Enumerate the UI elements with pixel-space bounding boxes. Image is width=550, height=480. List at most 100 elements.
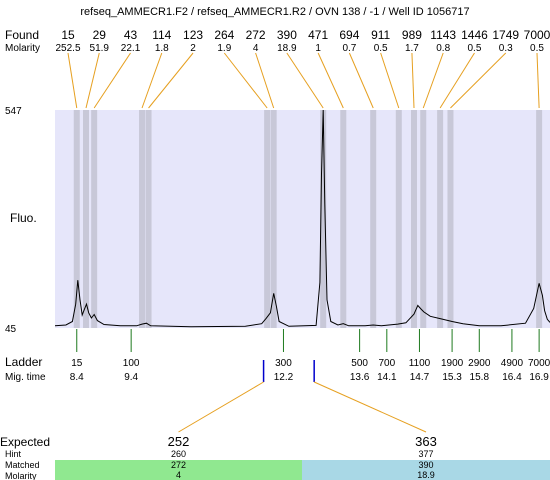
expected-peak-connector (178, 381, 264, 433)
ladder-mig-time-label: 12.2 (274, 372, 294, 383)
ladder-size-label: 100 (123, 358, 140, 369)
molarity-row-label: Molarity (5, 43, 40, 54)
molarity-bottom-row-label: Molarity (5, 471, 37, 480)
found-peak-size-label: 272 (246, 28, 266, 42)
peak-band (370, 110, 377, 328)
expected-peak-connector (313, 381, 427, 433)
found-peak-molarity-label: 252.5 (55, 43, 80, 54)
found-peak-molarity-label: 4 (253, 43, 259, 54)
found-row-label: Found (5, 28, 39, 42)
ladder-mig-time-label: 16.4 (502, 372, 522, 383)
peak-band (340, 110, 347, 328)
found-peak-molarity-label: 0.5 (468, 43, 482, 54)
peak-band (447, 110, 454, 328)
found-peak-size-label: 989 (402, 28, 422, 42)
expected-row-label: Expected (0, 435, 50, 449)
found-peak-connector (93, 52, 131, 109)
expected-size-label: 252 (168, 434, 190, 449)
peak-band (264, 110, 271, 328)
y-axis-min-label: 45 (5, 324, 17, 335)
ladder-size-label: 700 (378, 358, 395, 369)
chart-title: refseq_AMMECR1.F2 / refseq_AMMECR1.R2 / … (80, 6, 469, 18)
matched-block (55, 460, 302, 480)
ladder-mig-time-label: 8.4 (70, 372, 84, 383)
found-peak-connector (286, 52, 324, 109)
found-peak-connector (67, 52, 78, 109)
expected-size-label: 363 (415, 434, 437, 449)
ladder-size-label: 1900 (441, 358, 464, 369)
found-peak-size-label: 15 (61, 28, 75, 42)
matched-molarity-label: 18.9 (417, 470, 435, 480)
found-peak-size-label: 43 (124, 28, 138, 42)
ladder-mig-time-label: 13.6 (350, 372, 370, 383)
matched-size-label: 390 (418, 460, 433, 470)
hint-size-label: 260 (171, 449, 186, 459)
found-peak-molarity-label: 18.9 (277, 43, 297, 54)
found-peak-molarity-label: 2 (190, 43, 196, 54)
ladder-mig-time-label: 14.7 (410, 372, 430, 383)
found-peak-connector (141, 52, 163, 109)
fluorescence-trace (54, 109, 550, 328)
found-peak-connector (223, 52, 268, 109)
found-peak-molarity-label: 1.8 (155, 43, 169, 54)
peak-band (411, 110, 418, 328)
found-peak-size-label: 471 (308, 28, 328, 42)
found-peak-connector (439, 52, 475, 109)
plot-area (55, 110, 550, 328)
found-peak-size-label: 29 (93, 28, 107, 42)
found-peak-connector (450, 52, 507, 109)
matched-molarity-label: 4 (176, 470, 181, 480)
found-peak-size-label: 1749 (492, 28, 519, 42)
found-peak-connector (148, 52, 194, 109)
peak-band (139, 110, 146, 328)
matched-size-label: 272 (171, 460, 186, 470)
found-peak-connector (380, 52, 400, 109)
peak-band (73, 110, 80, 328)
found-peak-molarity-label: 0.7 (342, 43, 356, 54)
ladder-size-label: 500 (351, 358, 368, 369)
peak-band (437, 110, 444, 328)
found-peak-size-label: 7000 (524, 28, 550, 42)
found-peak-connector (255, 52, 275, 109)
ladder-mig-time-label: 14.1 (377, 372, 397, 383)
found-peak-size-label: 123 (183, 28, 203, 42)
found-peak-molarity-label: 1.9 (217, 43, 231, 54)
found-peak-molarity-label: 51.9 (90, 43, 110, 54)
peak-band (395, 110, 402, 328)
ladder-size-label: 2900 (468, 358, 491, 369)
found-peak-size-label: 1143 (430, 28, 456, 42)
found-peak-size-label: 264 (214, 28, 234, 42)
found-peak-molarity-label: 1.7 (405, 43, 419, 54)
found-peak-molarity-label: 0.3 (499, 43, 513, 54)
found-peak-connector (411, 52, 415, 109)
ladder-size-label: 1100 (409, 358, 431, 369)
matched-row-label: Matched (5, 460, 40, 470)
found-peak-connector (422, 52, 444, 109)
found-peak-molarity-label: 0.5 (530, 43, 544, 54)
peak-band (145, 110, 152, 328)
ladder-size-label: 7000 (528, 358, 550, 369)
y-axis-title: Fluo. (10, 211, 37, 225)
ladder-size-label: 15 (71, 358, 83, 369)
peak-band (83, 110, 90, 328)
found-peak-size-label: 1446 (461, 28, 488, 42)
found-peak-connector (85, 52, 100, 109)
ladder-row-label: Ladder (5, 355, 42, 369)
ladder-mig-time-label: 15.3 (442, 372, 462, 383)
ladder-mig-time-label: 16.9 (529, 372, 549, 383)
ladder-mig-time-label: 15.8 (470, 372, 490, 383)
found-peak-connector (317, 52, 344, 109)
ladder-size-label: 300 (275, 358, 292, 369)
found-peak-connector (536, 52, 540, 109)
found-peak-molarity-label: 22.1 (121, 43, 141, 54)
found-peak-size-label: 390 (277, 28, 297, 42)
ladder-size-label: 4900 (501, 358, 524, 369)
hint-size-label: 377 (418, 449, 433, 459)
peak-band (320, 110, 327, 328)
mig-time-row-label: Mig. time (5, 372, 46, 383)
hint-row-label: Hint (5, 449, 22, 459)
peak-band (270, 110, 277, 328)
y-axis-max-label: 547 (5, 106, 22, 117)
peak-band (420, 110, 427, 328)
